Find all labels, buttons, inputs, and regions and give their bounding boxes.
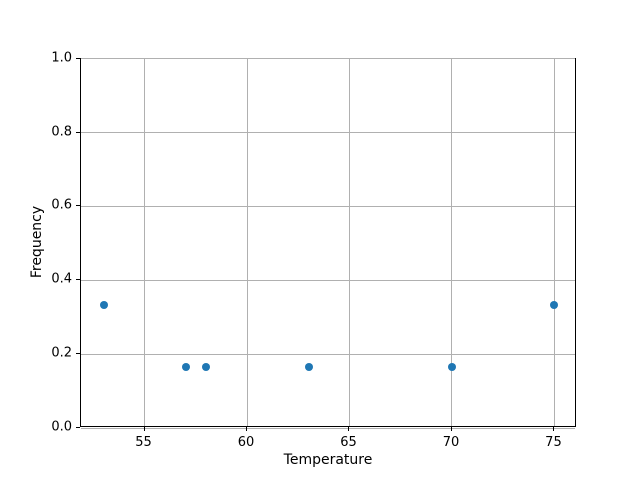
- y-tick-mark: [76, 131, 80, 133]
- y-tick-mark: [76, 353, 80, 355]
- x-tick-label: 60: [237, 435, 255, 451]
- data-point: [181, 362, 190, 371]
- x-tick-mark: [553, 427, 555, 432]
- y-gridline: [81, 58, 575, 60]
- y-tick-mark: [76, 205, 80, 207]
- data-point: [550, 301, 559, 309]
- x-tick-mark: [450, 427, 452, 432]
- data-point: [304, 362, 313, 371]
- y-tick-label: 0.4: [51, 271, 72, 287]
- data-point: [447, 362, 456, 371]
- x-tick-label: 65: [340, 435, 357, 451]
- y-tick-label: 0.2: [51, 345, 72, 361]
- data-point: [99, 301, 108, 309]
- x-gridline: [451, 58, 453, 427]
- x-axis-label: Temperature: [283, 452, 373, 468]
- plot-area: [80, 57, 576, 429]
- x-tick-label: 70: [442, 435, 460, 451]
- x-tick-label: 75: [545, 435, 562, 451]
- y-gridline: [81, 427, 575, 429]
- y-tick-mark: [76, 427, 80, 429]
- y-gridline: [81, 205, 575, 207]
- x-gridline: [348, 58, 350, 427]
- x-gridline: [144, 58, 146, 427]
- y-tick-label: 0.8: [51, 124, 72, 140]
- y-tick-mark: [76, 57, 80, 59]
- x-tick-mark: [143, 427, 145, 432]
- x-gridline: [246, 58, 248, 427]
- y-gridline: [81, 353, 575, 355]
- y-axis-label: Frequency: [29, 205, 45, 279]
- data-point: [202, 362, 211, 371]
- x-gridline: [553, 58, 555, 427]
- y-gridline: [81, 132, 575, 133]
- y-tick-label: 0.0: [51, 419, 72, 435]
- x-tick-mark: [246, 427, 248, 432]
- y-tick-mark: [76, 279, 80, 281]
- x-tick-mark: [348, 427, 350, 432]
- y-gridline: [81, 279, 575, 281]
- x-tick-label: 55: [135, 435, 152, 451]
- y-tick-label: 1.0: [51, 50, 72, 66]
- y-tick-label: 0.6: [51, 197, 72, 213]
